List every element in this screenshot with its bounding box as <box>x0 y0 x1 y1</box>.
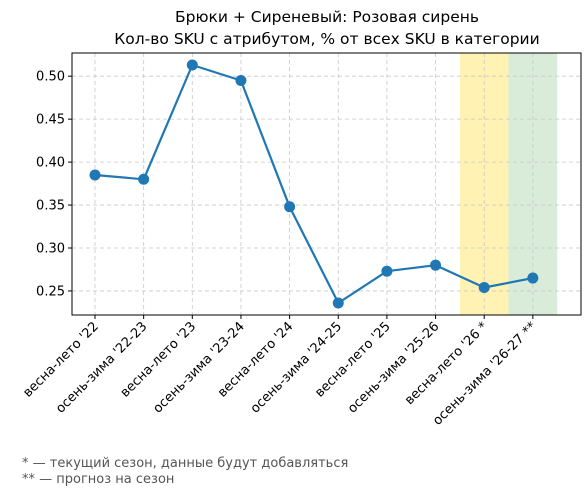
x-tick-label: осень-зима '22-23 <box>53 319 150 416</box>
plot-frame <box>71 52 582 316</box>
data-point <box>284 201 296 213</box>
footnote-current-season: * — текущий сезон, данные будут добавлят… <box>22 456 349 471</box>
data-point <box>332 297 344 309</box>
data-point <box>381 265 393 277</box>
grid-lines <box>72 53 581 315</box>
x-tick-label: осень-зима '23-24 <box>150 319 247 416</box>
y-tick-label: 0.25 <box>36 284 65 299</box>
season-highlights <box>459 53 558 315</box>
data-point <box>430 259 442 271</box>
data-point <box>89 169 101 181</box>
chart-title: Брюки + Сиреневый: Розовая сирень <box>174 8 479 26</box>
footnote-forecast: ** — прогноз на сезон <box>22 472 175 487</box>
data-point <box>478 282 490 294</box>
series-line <box>94 63 534 305</box>
y-tick-label: 0.30 <box>36 241 65 256</box>
x-tick-label: осень-зима '25-26 <box>345 319 442 416</box>
y-tick-label: 0.40 <box>36 156 65 171</box>
y-tick-label: 0.45 <box>36 113 65 128</box>
data-point <box>235 74 247 86</box>
y-tick-label: 0.50 <box>36 70 65 85</box>
y-axis: 0.25 0.30 0.35 0.40 0.45 0.50 <box>36 70 72 299</box>
y-tick-label: 0.35 <box>36 199 65 214</box>
chart-subtitle: Кол-во SKU с атрибутом, % от всех SKU в … <box>114 30 540 48</box>
data-point <box>527 272 539 284</box>
x-tick-label: осень-зима '24-25 <box>248 319 345 416</box>
series-line-group <box>89 59 539 309</box>
x-tick-label: весна-лето '26 * <box>402 319 491 408</box>
data-point <box>186 59 198 71</box>
data-point <box>138 173 150 185</box>
highlight-band-0 <box>459 53 509 315</box>
